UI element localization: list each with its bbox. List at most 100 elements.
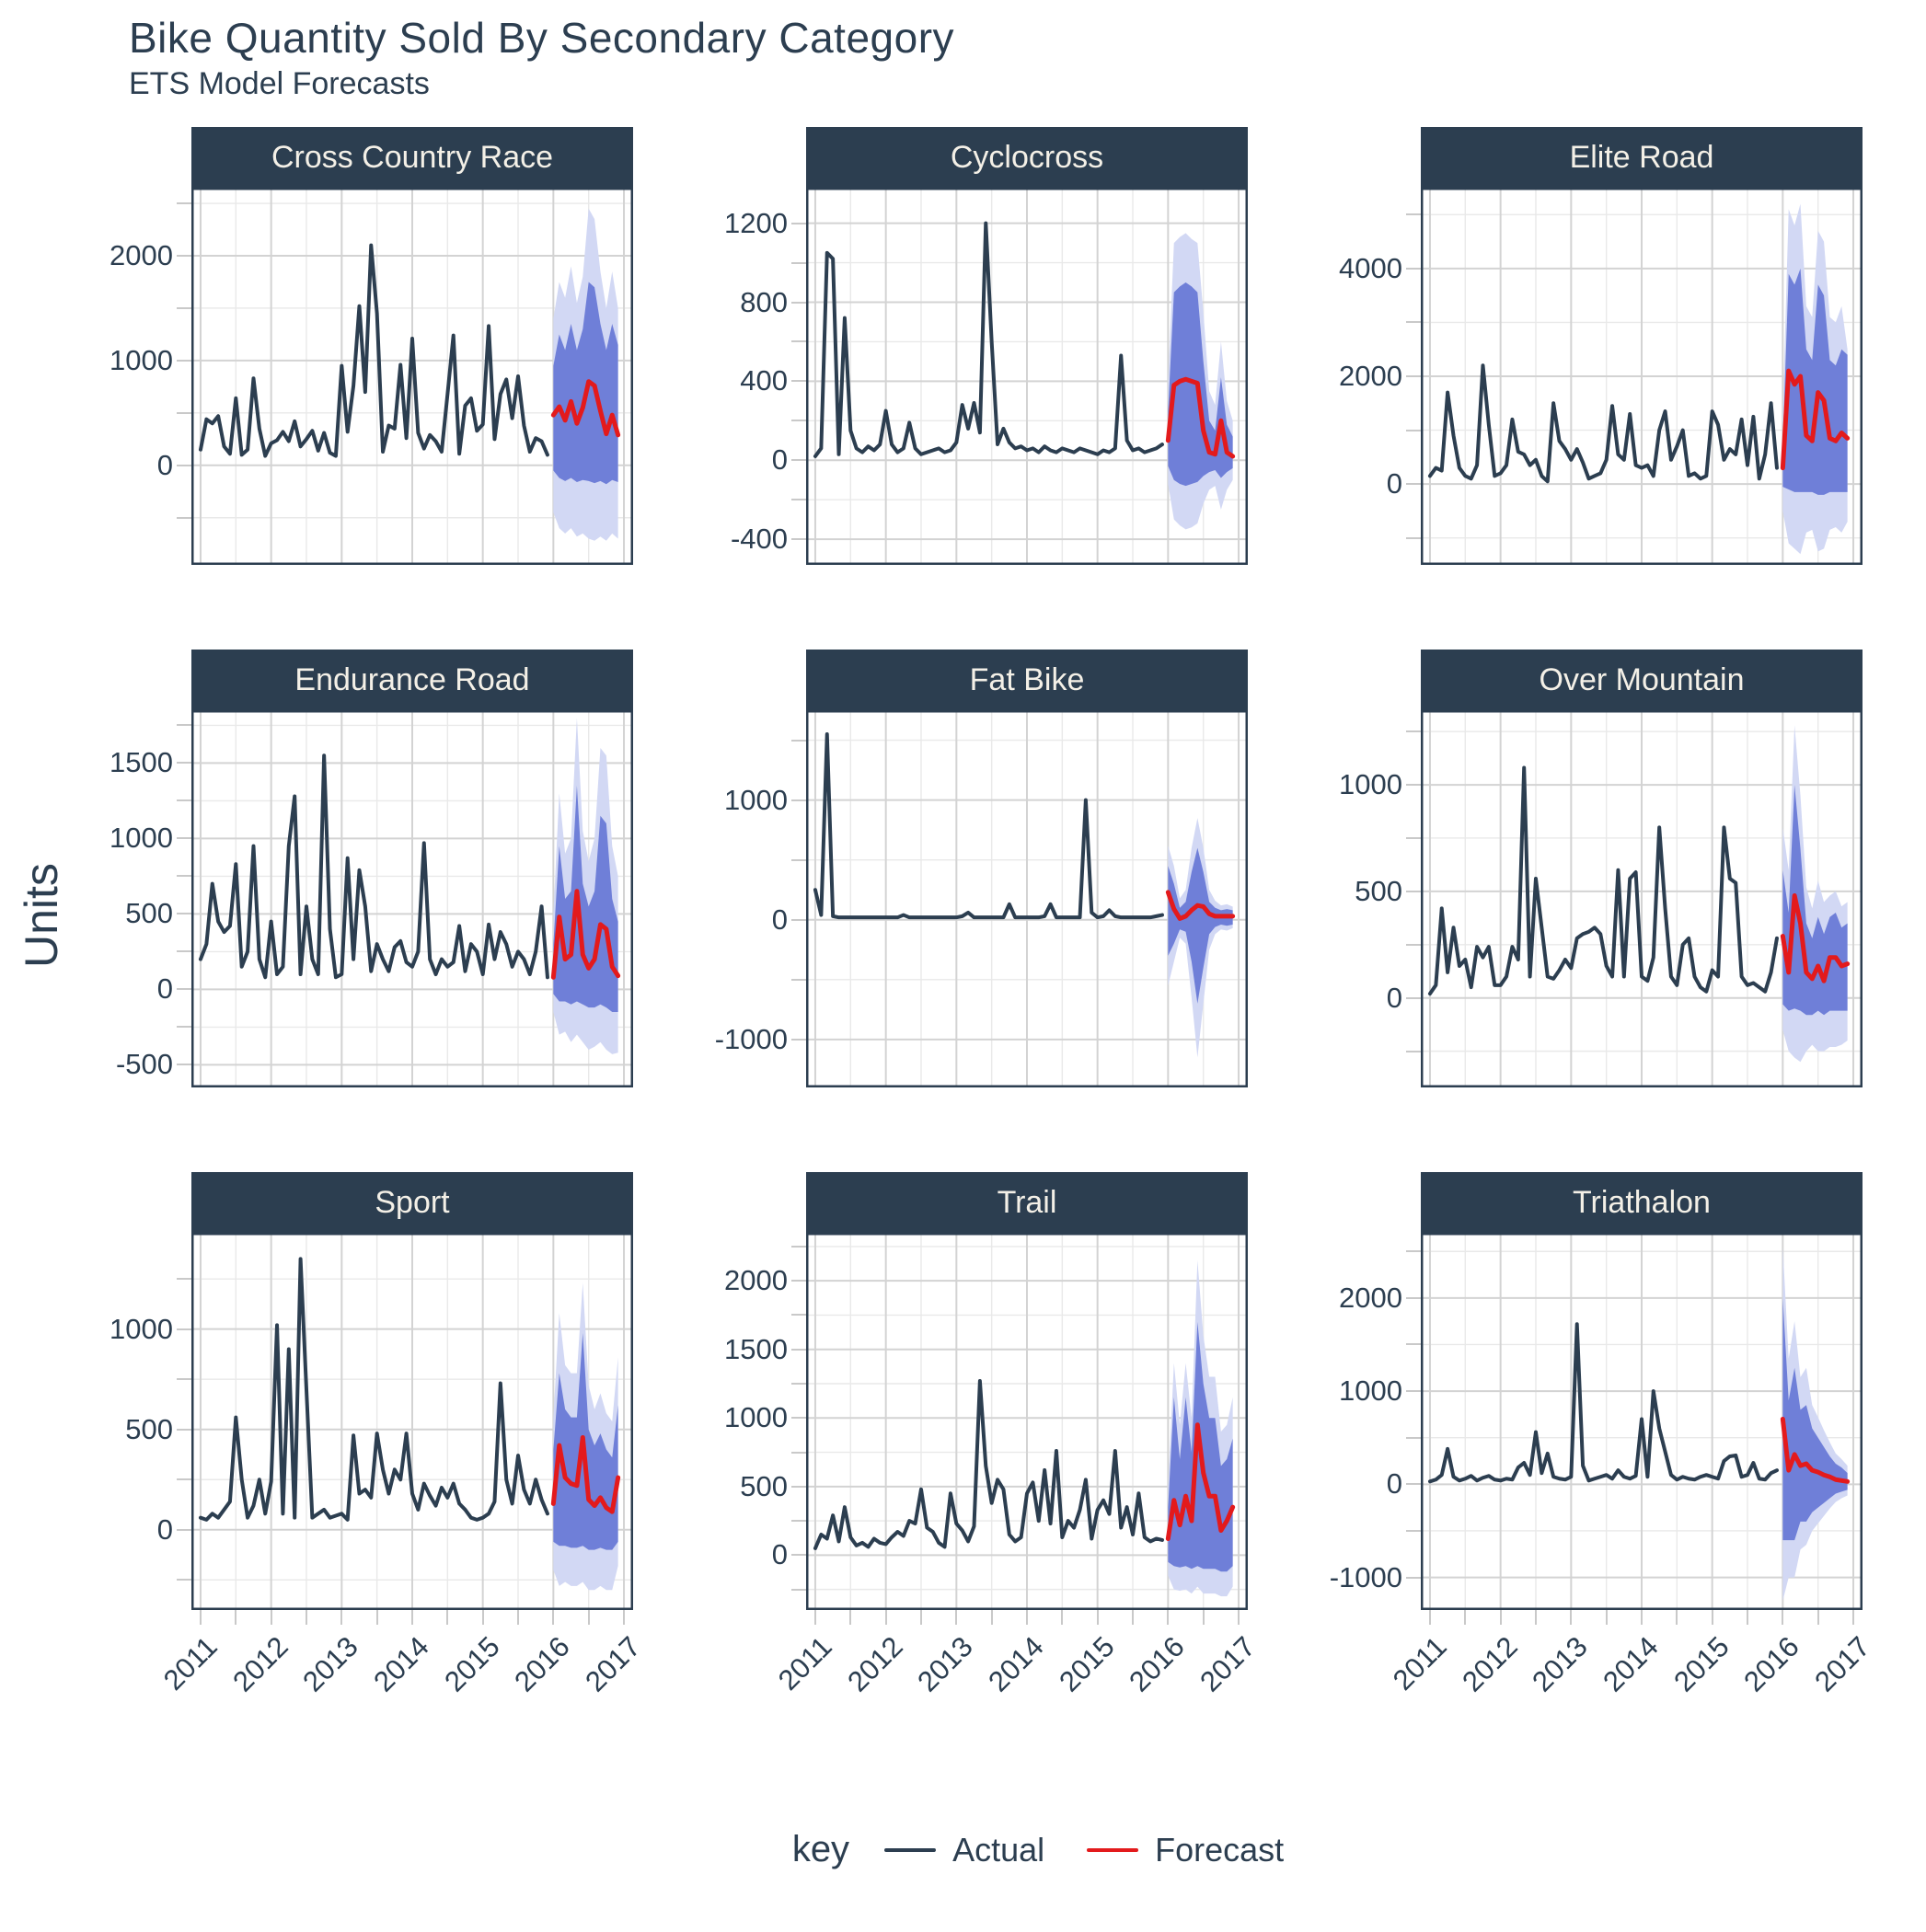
confidence-ribbon-80 bbox=[553, 282, 618, 485]
x-tick-mark-minor bbox=[1816, 1610, 1819, 1625]
panel-border bbox=[806, 188, 1248, 565]
y-tick-mark bbox=[791, 499, 806, 501]
facet-endurance-road: Endurance Road -500 0 500 1000 1500 bbox=[18, 650, 633, 1087]
y-tick-label: 0 bbox=[156, 1512, 173, 1546]
y-tick-label: 1200 bbox=[724, 206, 788, 239]
facet-grid: Cross Country Race 0 1000 2000 Cyclocross -40… bbox=[18, 127, 1876, 1698]
y-tick-mark bbox=[177, 724, 191, 727]
y-tick-mark bbox=[1406, 1343, 1421, 1346]
x-tick-mark bbox=[623, 1610, 626, 1625]
y-tick-mark bbox=[1406, 1436, 1421, 1439]
facet-plot bbox=[806, 188, 1248, 565]
y-tick-mark bbox=[177, 359, 191, 362]
x-tick-label: 2013 bbox=[1526, 1630, 1595, 1698]
x-tick-label: 2014 bbox=[982, 1630, 1050, 1698]
y-tick-mark bbox=[177, 1328, 191, 1330]
x-tick-label: 2015 bbox=[437, 1630, 506, 1698]
y-tick-mark bbox=[177, 875, 191, 878]
facet-plot bbox=[1421, 188, 1863, 565]
y-tick-label: 1500 bbox=[724, 1332, 788, 1365]
forecast-series-line bbox=[1165, 376, 1236, 459]
x-tick-label: 2012 bbox=[1455, 1630, 1524, 1698]
facet-strip: Cross Country Race bbox=[191, 127, 633, 188]
x-tick-label: 2017 bbox=[579, 1630, 647, 1698]
actual-series-line bbox=[1427, 363, 1779, 484]
legend: key Actual Forecast bbox=[129, 1829, 1926, 1870]
facet-cyclocross: Cyclocross -400 0 400 800 1200 bbox=[633, 127, 1248, 565]
forecast-series-line bbox=[550, 1434, 621, 1514]
x-tick-label: 2016 bbox=[1737, 1630, 1806, 1698]
y-tick-mark bbox=[177, 516, 191, 519]
x-tick-mark bbox=[1499, 1610, 1502, 1625]
y-tick-label: 1000 bbox=[724, 783, 788, 816]
x-tick-mark bbox=[270, 1610, 272, 1625]
y-tick-label: 1000 bbox=[1339, 768, 1402, 801]
y-tick-mark bbox=[177, 837, 191, 840]
y-tick-label: 500 bbox=[125, 1412, 173, 1445]
y-tick-label: -1000 bbox=[1329, 1560, 1402, 1593]
y-tick-mark bbox=[1406, 836, 1421, 839]
x-tick-label: 2015 bbox=[1052, 1630, 1121, 1698]
facet-elite-road: Elite Road 0 2000 4000 bbox=[1248, 127, 1863, 565]
y-tick-mark bbox=[177, 988, 191, 991]
y-tick-mark bbox=[177, 202, 191, 205]
y-tick-label: 0 bbox=[1386, 1467, 1402, 1501]
x-tick-mark-minor bbox=[305, 1610, 307, 1625]
y-tick-mark bbox=[791, 1348, 806, 1351]
y-tick-mark bbox=[791, 538, 806, 541]
y-tick-mark bbox=[791, 1314, 806, 1317]
y-tick-mark bbox=[791, 1245, 806, 1248]
y-tick-mark bbox=[177, 306, 191, 309]
x-tick-mark-minor bbox=[1464, 1610, 1467, 1625]
x-tick-mark bbox=[1852, 1610, 1855, 1625]
legend-label-forecast: Forecast bbox=[1155, 1830, 1285, 1869]
y-tick-mark bbox=[1406, 429, 1421, 431]
y-tick-mark bbox=[177, 1478, 191, 1481]
actual-series-line bbox=[813, 732, 1164, 920]
y-tick-mark bbox=[791, 222, 806, 224]
actual-series-line bbox=[813, 1379, 1164, 1550]
y-tick-label: 1000 bbox=[110, 343, 173, 376]
x-tick-label: 2015 bbox=[1667, 1630, 1736, 1698]
x-tick-mark-minor bbox=[375, 1610, 378, 1625]
y-tick-mark bbox=[1406, 483, 1421, 486]
y-tick-mark bbox=[177, 950, 191, 953]
y-tick-mark bbox=[791, 1588, 806, 1591]
y-tick-mark bbox=[791, 380, 806, 383]
y-tick-mark bbox=[791, 799, 806, 801]
y-tick-mark bbox=[1406, 784, 1421, 787]
x-tick-mark bbox=[411, 1610, 413, 1625]
x-tick-mark-minor bbox=[849, 1610, 852, 1625]
legend-item-forecast: Forecast bbox=[1087, 1831, 1284, 1869]
legend-label-actual: Actual bbox=[952, 1830, 1045, 1869]
facet-trail: Trail 0 500 1000 1500 2000 2011 2012 2013 2014 201… bbox=[633, 1172, 1262, 1698]
y-tick-mark bbox=[1406, 321, 1421, 324]
y-tick-label: -500 bbox=[115, 1048, 173, 1081]
x-tick-mark bbox=[552, 1610, 555, 1625]
y-tick-mark bbox=[1406, 1296, 1421, 1299]
y-tick-mark bbox=[1406, 730, 1421, 733]
x-tick-mark-minor bbox=[1132, 1610, 1135, 1625]
page-subtitle: ETS Model Forecasts bbox=[129, 66, 430, 101]
y-tick-mark bbox=[1406, 1250, 1421, 1253]
y-tick-mark bbox=[1406, 943, 1421, 946]
page-title: Bike Quantity Sold By Secondary Category bbox=[129, 14, 955, 62]
x-tick-label: 2016 bbox=[1123, 1630, 1192, 1698]
x-tick-label: 2014 bbox=[1597, 1630, 1665, 1698]
forecast-line-swatch bbox=[1087, 1847, 1139, 1852]
y-tick-mark bbox=[1406, 1483, 1421, 1486]
y-tick-mark bbox=[791, 1451, 806, 1454]
facet-cross-country-race: Cross Country Race 0 1000 2000 bbox=[18, 127, 633, 565]
y-tick-label: 0 bbox=[1386, 981, 1402, 1014]
facet-triathalon: Triathalon -1000 0 1000 2000 2011 2012 2013 2014… bbox=[1248, 1172, 1876, 1698]
y-tick-label: 2000 bbox=[1339, 1281, 1402, 1314]
y-tick-label: 800 bbox=[740, 285, 788, 318]
y-tick-mark bbox=[791, 1383, 806, 1385]
x-tick-label: 2012 bbox=[840, 1630, 909, 1698]
y-tick-mark bbox=[177, 1428, 191, 1431]
y-tick-mark bbox=[1406, 1050, 1421, 1052]
actual-series-line bbox=[198, 243, 549, 458]
y-tick-mark bbox=[177, 255, 191, 258]
y-tick-mark bbox=[791, 858, 806, 861]
panel-border bbox=[1421, 188, 1863, 565]
